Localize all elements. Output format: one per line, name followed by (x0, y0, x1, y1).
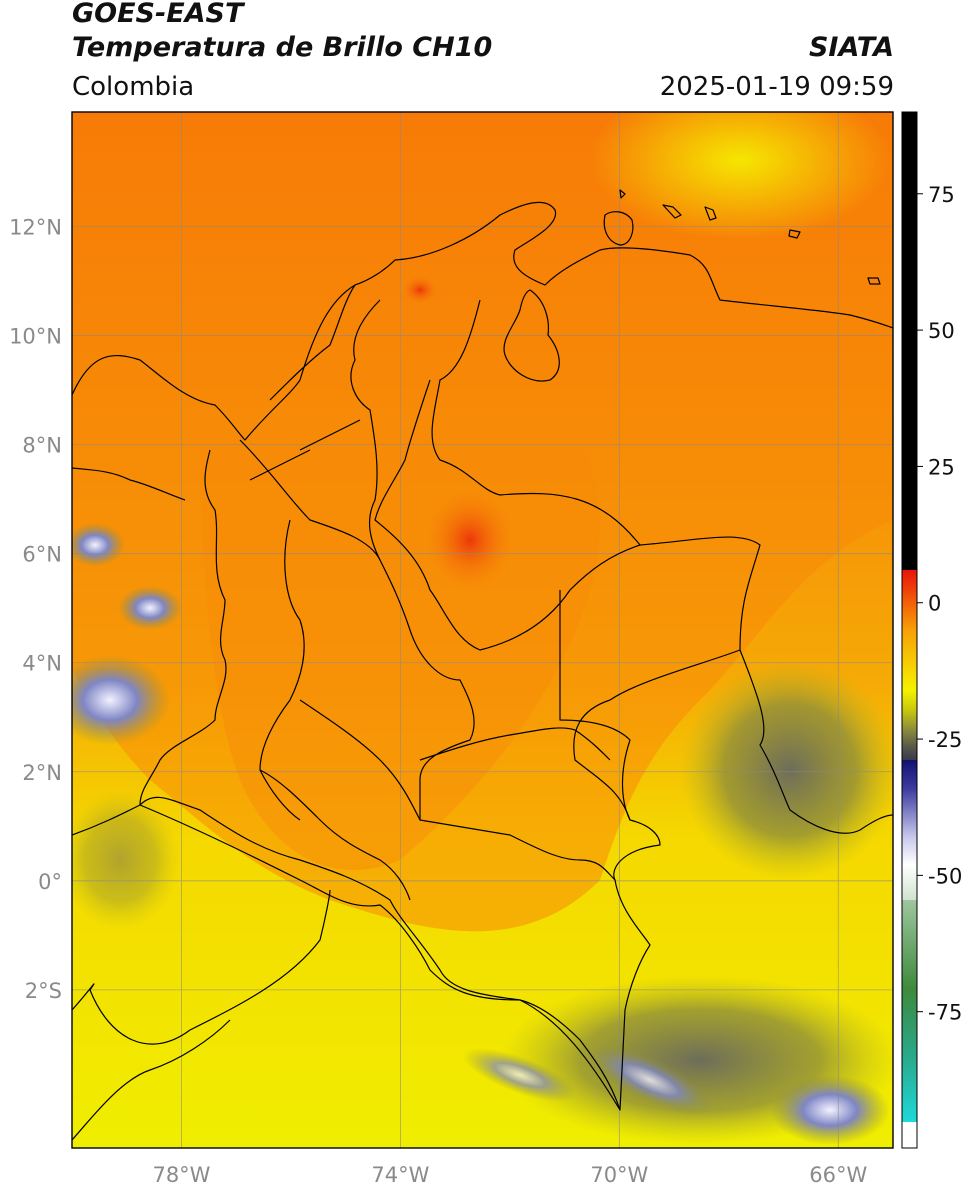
lon-tick-label: 70°W (590, 1163, 648, 1187)
agency-label: SIATA (808, 32, 894, 63)
peru-coast (72, 1019, 231, 1141)
colorbar-tick-label: 25 (928, 455, 955, 479)
colorbar-white-end (902, 1122, 917, 1148)
colorbar-frame (901, 111, 918, 1149)
colombia-border-east (139, 299, 761, 1111)
olive-amazon-east (680, 660, 893, 880)
lat-tick-label: 8°N (22, 434, 62, 458)
olive-west (72, 790, 180, 930)
colorbar-blue-white (902, 760, 917, 900)
interior-5 (559, 590, 631, 821)
red-patch-andes (425, 490, 515, 590)
title-line2: Temperatura de Brillo CH10 (72, 32, 493, 63)
colorbar-tick-label: -75 (928, 1001, 962, 1025)
cloud-south-3 (463, 1048, 577, 1102)
lat-tick-label: 2°S (25, 979, 62, 1003)
colorbar-tick-label: -25 (928, 728, 962, 752)
gridlines (72, 112, 893, 1148)
peru-border (139, 804, 621, 1111)
colorbar: 75 50 25 0 -25 -50 -75 (901, 111, 962, 1149)
cloud-south-1 (770, 1075, 890, 1145)
lat-tick-label: 6°N (22, 543, 62, 567)
lon-tick-label: 78°W (152, 1163, 210, 1187)
datetime-label: 2025-01-19 09:59 (659, 72, 894, 102)
colorbar-red (902, 570, 917, 630)
lake-maracaibo (503, 289, 560, 382)
islands (619, 189, 881, 285)
lat-tick-label: 4°N (22, 652, 62, 676)
colorbar-olive (902, 690, 917, 760)
map-frame (71, 111, 894, 1149)
coastlines-borders (72, 189, 893, 1141)
cloud-pacific-2 (118, 586, 182, 630)
title-line1: GOES-EAST (72, 0, 244, 29)
interior-4 (374, 379, 641, 651)
venezuela-brazil-border (739, 649, 893, 834)
cloud-pacific-1 (72, 655, 170, 745)
lat-tick-label: 12°N (9, 216, 62, 240)
interior-8 (249, 284, 361, 481)
caribbean-coast (72, 201, 893, 441)
lat-tick-label: 2°N (22, 761, 62, 785)
lat-tick-label: 10°N (9, 325, 62, 349)
colorbar-orange (902, 630, 917, 690)
colorbar-tick-label: 75 (928, 183, 955, 207)
interior-7 (259, 769, 411, 901)
paraguana (603, 211, 634, 246)
interior-2 (259, 519, 305, 821)
interior-1 (239, 439, 475, 820)
lon-tick-label: 74°W (371, 1163, 429, 1187)
darien-coast (72, 467, 186, 501)
colorbar-tick-label: 50 (928, 319, 955, 343)
colorbar-tick-label: -50 (928, 864, 962, 888)
lat-tick-label: 0° (38, 870, 62, 894)
ecuador-coast (72, 889, 331, 1045)
interior-6 (299, 699, 616, 881)
lon-tick-label: 66°W (809, 1163, 867, 1187)
colorbar-green-cyan (902, 900, 917, 1122)
amazon-border (419, 727, 611, 761)
yellow-patch-ne (590, 112, 890, 240)
colorbar-black (902, 112, 917, 570)
region-label: Colombia (72, 72, 195, 102)
interior-3 (350, 299, 381, 561)
red-patch-sierra (402, 276, 438, 304)
cloud-south-2 (585, 1044, 715, 1116)
colorbar-tick-label: 0 (928, 592, 941, 616)
pacific-coast (72, 449, 227, 836)
cloud-pacific-3 (72, 523, 125, 567)
